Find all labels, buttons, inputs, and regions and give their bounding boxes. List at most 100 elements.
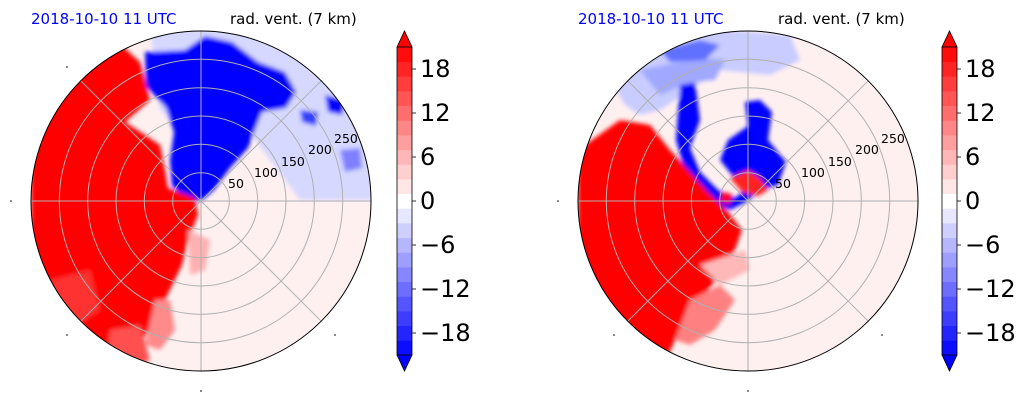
right-range-ring — [719, 172, 777, 230]
colorbar-segment — [397, 47, 412, 63]
colorbar-segment — [942, 193, 957, 209]
right-polar-grid — [578, 31, 918, 371]
colorbar-segment — [397, 325, 412, 341]
colorbar-segment — [397, 208, 412, 224]
right-panel: 2018-10-10 11 UTC rad. vent. (7 km) — [557, 10, 1016, 392]
right-variable-label: rad. vent. (7 km) — [778, 10, 905, 28]
left-plot-border — [30, 30, 372, 372]
left-range-labels: 50 100 150 200 250 — [228, 131, 358, 191]
colorbar-tick-label: −6 — [965, 231, 1000, 259]
right-plot-border — [577, 30, 919, 372]
colorbar-segment — [942, 61, 957, 77]
colorbar-segment — [397, 120, 412, 136]
left-range-label: 200 — [308, 142, 332, 157]
colorbar-tick-label: −18 — [965, 319, 1016, 347]
colorbar-tick-label: 18 — [420, 55, 451, 83]
colorbar-segment — [397, 311, 412, 327]
colorbar-segment — [942, 120, 957, 136]
left-colorbar: −18 −12 −6 0 6 12 18 — [396, 30, 471, 372]
left-date-label: 2018-10-10 11 UTC — [31, 10, 177, 28]
colorbar-segment — [942, 340, 957, 356]
right-colorbar: −18 −12 −6 0 6 12 18 — [941, 30, 1016, 372]
colorbar-segment — [942, 105, 957, 121]
left-range-ring — [115, 115, 287, 287]
colorbar-tick-label: −6 — [420, 231, 455, 259]
left-range-label: 250 — [334, 131, 358, 146]
colorbar-segment — [397, 149, 412, 165]
colorbar-extend-max — [941, 30, 958, 48]
colorbar-segment — [397, 193, 412, 209]
right-range-label: 100 — [801, 165, 825, 180]
colorbar-segment — [942, 281, 957, 297]
left-range-label: 150 — [281, 154, 305, 169]
left-panel: 2018-10-10 11 UTC rad. vent. (7 km) — [10, 10, 471, 392]
colorbar-segment — [397, 76, 412, 92]
left-range-ring — [58, 58, 344, 344]
right-range-labels: 50 100 150 200 250 — [775, 131, 905, 191]
colorbar-segment — [942, 149, 957, 165]
colorbar-segment — [397, 237, 412, 253]
left-polar-plot: 50 100 150 200 250 — [10, 30, 372, 392]
right-polar-plot: 50 100 150 200 250 — [557, 30, 919, 392]
left-range-label: 100 — [254, 165, 278, 180]
right-range-ring — [690, 143, 806, 259]
left-tick-dots — [10, 66, 336, 392]
colorbar-tick-label: 6 — [420, 143, 435, 171]
left-range-ring — [143, 143, 259, 259]
colorbar-segment — [942, 179, 957, 195]
colorbar-segment — [942, 208, 957, 224]
left-variable-label: rad. vent. (7 km) — [230, 10, 357, 28]
left-range-ring — [87, 87, 315, 315]
colorbar-segment — [942, 164, 957, 180]
right-date-label: 2018-10-10 11 UTC — [578, 10, 724, 28]
colorbar-segment — [397, 281, 412, 297]
left-range-ring — [172, 172, 230, 230]
colorbar-tick-label: 6 — [965, 143, 980, 171]
colorbar-tick-label: 18 — [965, 55, 996, 83]
right-red-region — [578, 120, 742, 371]
colorbar-extend-min — [941, 354, 958, 372]
colorbar-segment — [397, 223, 412, 239]
left-polar-grid — [31, 31, 371, 371]
colorbar-tick-label: −12 — [420, 275, 471, 303]
colorbar-extend-max — [396, 30, 413, 48]
colorbar-tick-label: 12 — [420, 99, 451, 127]
colorbar-extend-min — [396, 354, 413, 372]
right-range-ring — [662, 115, 834, 287]
right-range-ring — [605, 58, 891, 344]
colorbar-segment — [397, 61, 412, 77]
colorbar-tick-label: −12 — [965, 275, 1016, 303]
left-range-label: 50 — [228, 176, 244, 191]
colorbar-segment — [942, 252, 957, 268]
right-range-ring — [634, 87, 862, 315]
colorbar-segment — [397, 267, 412, 283]
colorbar-segment — [397, 105, 412, 121]
colorbar-tick-label: 12 — [965, 99, 996, 127]
colorbar-segment — [397, 91, 412, 107]
colorbar-segment — [942, 47, 957, 63]
right-range-label: 250 — [881, 131, 905, 146]
colorbar-segment — [942, 267, 957, 283]
colorbar-segment — [942, 311, 957, 327]
right-tick-dots — [557, 200, 883, 392]
colorbar-segment — [397, 340, 412, 356]
colorbar-segment — [942, 76, 957, 92]
right-range-label: 150 — [828, 154, 852, 169]
right-range-label: 50 — [775, 176, 791, 191]
colorbar-segment — [397, 135, 412, 151]
colorbar-segment — [942, 135, 957, 151]
colorbar-segment — [942, 237, 957, 253]
colorbar-segment — [397, 252, 412, 268]
colorbar-segment — [397, 179, 412, 195]
colorbar-segment — [942, 223, 957, 239]
colorbar-segment — [942, 91, 957, 107]
colorbar-segment — [942, 296, 957, 312]
colorbar-segment — [397, 164, 412, 180]
colorbar-segment — [397, 296, 412, 312]
colorbar-tick-label: 0 — [420, 187, 435, 215]
right-range-label: 200 — [855, 142, 879, 157]
colorbar-segment — [942, 325, 957, 341]
colorbar-tick-label: −18 — [420, 319, 471, 347]
colorbar-tick-label: 0 — [965, 187, 980, 215]
